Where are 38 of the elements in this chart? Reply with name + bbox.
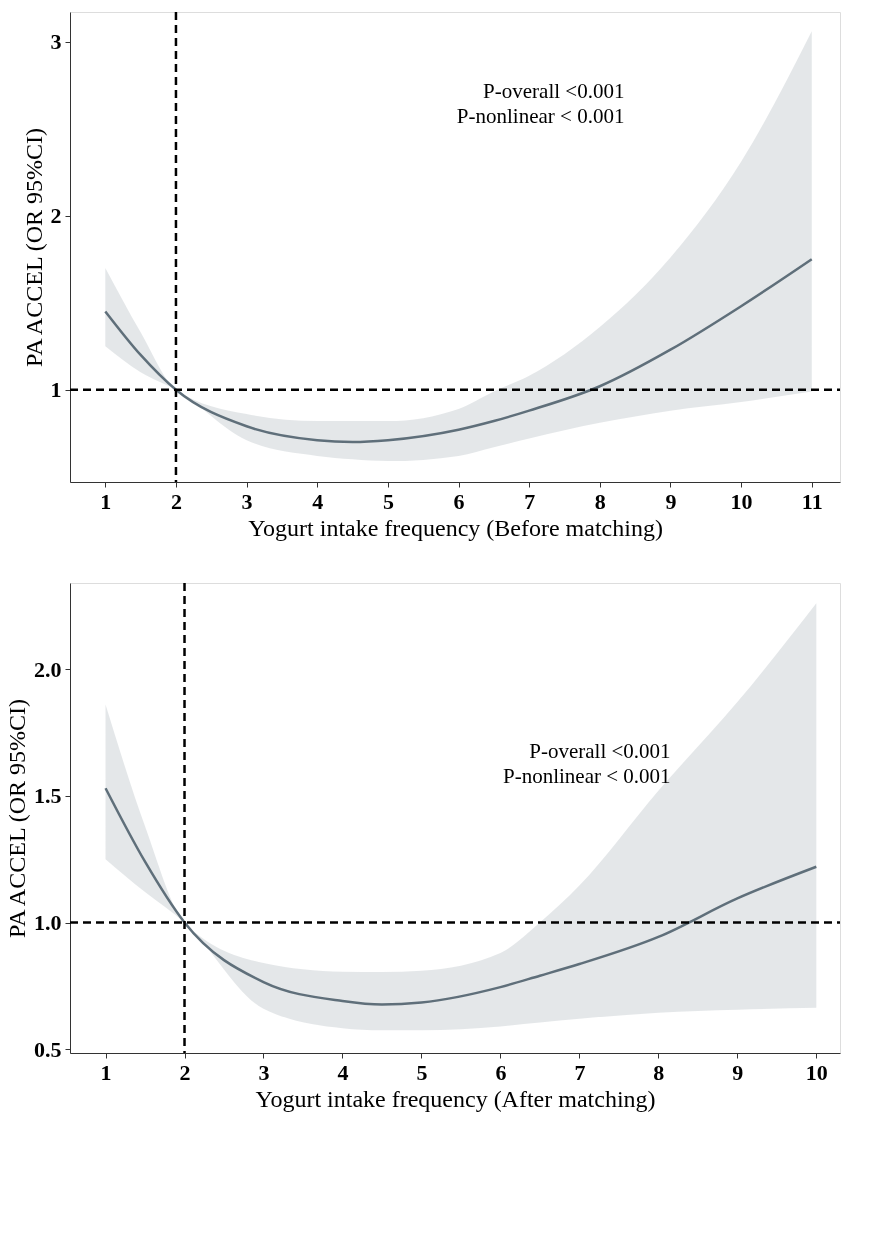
x-tick-label: 5 [382,488,394,514]
x-tick-label: 6 [453,488,465,514]
y-tick-label: 1 [50,377,62,403]
x-tick-label: 10 [805,1059,828,1085]
x-axis-title: Yogurt intake frequency (Before matching) [248,514,663,541]
annotation: P-overall <0.001 [483,78,625,103]
x-tick-label: 7 [574,1059,586,1085]
x-tick-label: 8 [594,488,606,514]
x-tick-label: 4 [312,488,324,514]
x-tick-label: 4 [337,1059,349,1085]
x-tick-label: 2 [170,488,182,514]
y-tick-label: 1.5 [34,783,62,809]
line-series [104,786,818,1006]
annotation: P-nonlinear < 0.001 [456,103,625,128]
x-tick-label: 9 [732,1059,744,1085]
x-tick-label: 1 [100,1059,112,1085]
annotation: P-overall <0.001 [529,739,671,764]
y-tick-label: 3 [50,29,62,55]
y-axis-title: PA ACCEL (OR 95%CI) [20,128,47,367]
y-axis-title: PA ACCEL (OR 95%CI) [4,699,30,938]
x-tick-label: 1 [100,488,112,514]
y-tick-label: 1.0 [34,910,62,936]
line-series [104,257,813,444]
x-tick-label: 2 [179,1059,191,1085]
x-tick-label: 7 [524,488,536,514]
y-tick-label: 0.5 [34,1036,62,1062]
x-tick-label: 9 [665,488,677,514]
x-tick-label: 5 [416,1059,428,1085]
x-tick-label: 10 [730,488,753,514]
x-tick-label: 6 [495,1059,507,1085]
x-axis-title: Yogurt intake frequency (After matching) [255,1085,656,1112]
y-tick-label: 2 [50,203,62,229]
x-tick-label: 3 [258,1059,270,1085]
x-tick-label: 8 [653,1059,665,1085]
y-tick-label: 2.0 [34,656,62,682]
annotation: P-nonlinear < 0.001 [503,764,671,789]
x-tick-label: 3 [241,488,253,514]
x-tick-label: 11 [801,488,823,514]
